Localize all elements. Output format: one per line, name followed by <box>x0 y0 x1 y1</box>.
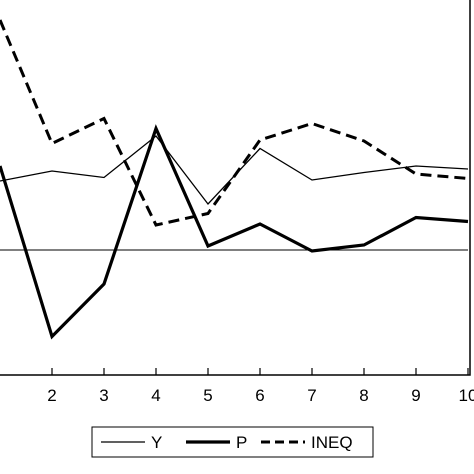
series-lines <box>0 19 469 340</box>
series-line-p <box>0 124 469 340</box>
x-tick-label: 6 <box>255 386 264 405</box>
series-line-y <box>0 135 469 206</box>
plot-frame <box>0 0 471 376</box>
series-line-ineq <box>0 19 469 227</box>
x-axis-ticks: 2 3 4 5 6 7 8 9 10 <box>47 368 474 405</box>
legend-label-ineq: INEQ <box>311 433 353 452</box>
legend-label-p: P <box>236 433 247 452</box>
x-tick-label: 7 <box>307 386 316 405</box>
x-tick-label: 9 <box>411 386 420 405</box>
x-tick-label: 2 <box>47 386 56 405</box>
x-tick-label: 5 <box>203 386 212 405</box>
x-tick-label: 10 <box>459 386 474 405</box>
legend-label-y: Y <box>151 433 162 452</box>
x-tick-label: 8 <box>359 386 368 405</box>
x-tick-label: 4 <box>151 386 160 405</box>
legend: Y P INEQ <box>91 426 374 458</box>
x-tick-label: 3 <box>99 386 108 405</box>
